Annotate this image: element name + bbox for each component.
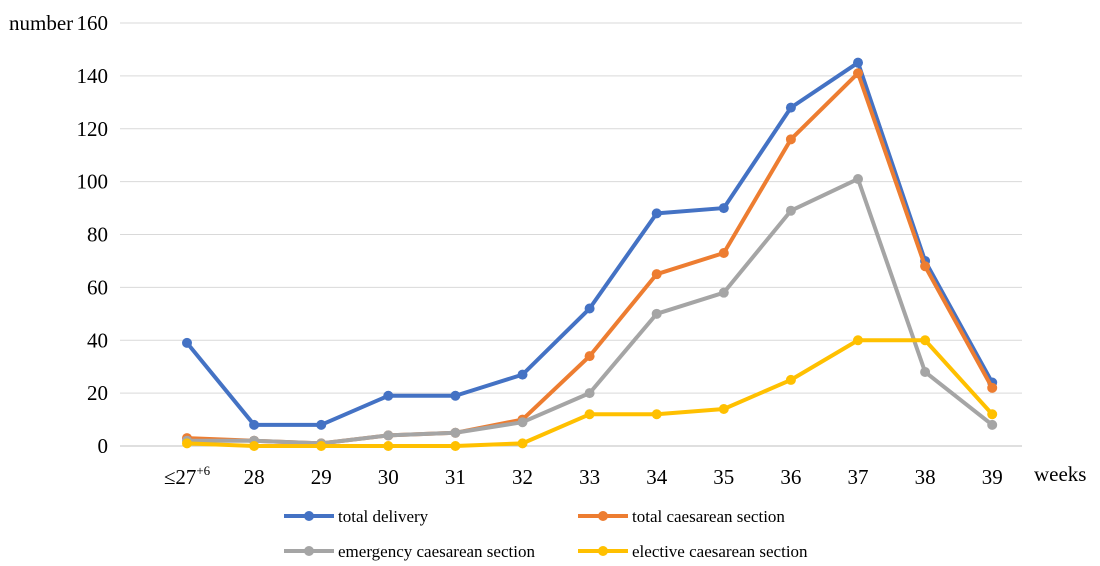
data-point [651, 208, 662, 219]
x-axis-label: weeks [1034, 462, 1086, 486]
data-point [450, 427, 461, 438]
y-tick-label-40: 40 [87, 328, 108, 352]
legend-item-0: total delivery [284, 507, 429, 526]
data-point [584, 303, 595, 314]
data-point [249, 441, 260, 451]
x-tick-label-34: 34 [646, 465, 668, 489]
data-point [517, 369, 528, 380]
legend-marker [304, 511, 314, 521]
legend-label: elective caesarean section [632, 542, 808, 561]
data-point [584, 388, 595, 399]
y-tick-label-60: 60 [87, 275, 108, 299]
legend-marker [598, 511, 608, 521]
data-point [987, 382, 998, 393]
x-tick-label-≤27: ≤27+6 [164, 463, 211, 489]
data-point [920, 335, 931, 346]
data-point [517, 417, 528, 428]
data-point [182, 337, 192, 348]
legend: total delivery total caesarean section eme… [284, 507, 808, 561]
data-point [853, 57, 863, 68]
legend-item-2: emergency caesarean section [284, 542, 535, 561]
data-point [853, 335, 863, 346]
x-tick-label-35: 35 [713, 465, 734, 489]
data-point [785, 374, 796, 385]
legend-item-3: elective caesarean section [578, 542, 808, 561]
series-0 [182, 57, 998, 430]
data-point [785, 205, 796, 216]
data-point [785, 134, 796, 145]
data-point [316, 441, 327, 451]
data-point [383, 390, 394, 401]
y-tick-label-120: 120 [77, 117, 109, 141]
legend-item-1: total caesarean section [578, 507, 785, 526]
data-point [718, 403, 729, 414]
x-tick-labels: ≤27+6 28 29 30 31 32 33 34 35 36 37 38 39 [164, 463, 1003, 489]
data-point [584, 409, 595, 420]
x-tick-label-33: 33 [579, 465, 600, 489]
data-point [853, 173, 863, 184]
data-point [517, 438, 528, 449]
data-point [450, 441, 461, 451]
y-tick-label-100: 100 [77, 170, 109, 194]
data-point [383, 441, 394, 451]
data-point [651, 269, 662, 280]
y-tick-label-80: 80 [87, 223, 108, 247]
x-tick-label-31: 31 [445, 465, 466, 489]
data-point [182, 438, 192, 449]
y-tick-label-20: 20 [87, 381, 108, 405]
data-point [718, 287, 729, 298]
data-point [785, 102, 796, 113]
data-point [987, 419, 998, 430]
legend-label: total delivery [338, 507, 429, 526]
series-3 [182, 335, 998, 451]
x-tick-label-39: 39 [982, 465, 1003, 489]
y-tick-labels: 0 20 40 60 80 100 120 140 160 [77, 11, 109, 458]
legend-marker [304, 546, 314, 556]
legend-marker [598, 546, 608, 556]
data-point [316, 419, 327, 430]
legend-label: emergency caesarean section [338, 542, 535, 561]
data-point [383, 430, 394, 441]
x-tick-superscript: +6 [196, 463, 210, 478]
data-point [450, 390, 461, 401]
data-point [853, 68, 863, 79]
x-tick-label-36: 36 [780, 465, 801, 489]
x-tick-label-37: 37 [848, 465, 869, 489]
y-axis-label: number [9, 11, 73, 35]
legend-label: total caesarean section [632, 507, 785, 526]
x-tick-label-29: 29 [311, 465, 332, 489]
x-tick-label-30: 30 [378, 465, 399, 489]
series-lines [182, 57, 998, 451]
data-point [651, 308, 662, 319]
data-point [718, 203, 729, 214]
data-point [920, 366, 931, 377]
y-tick-label-140: 140 [77, 64, 109, 88]
y-tick-label-160: 160 [77, 11, 109, 35]
x-tick-label-32: 32 [512, 465, 533, 489]
data-point [920, 261, 931, 272]
gridlines [120, 22, 1022, 447]
data-point [718, 248, 729, 259]
data-point [584, 351, 595, 362]
data-point [249, 419, 260, 430]
x-tick-label-38: 38 [915, 465, 936, 489]
data-point [651, 409, 662, 420]
y-tick-label-0: 0 [98, 434, 109, 458]
data-point [987, 409, 998, 420]
x-tick-label-28: 28 [244, 465, 265, 489]
